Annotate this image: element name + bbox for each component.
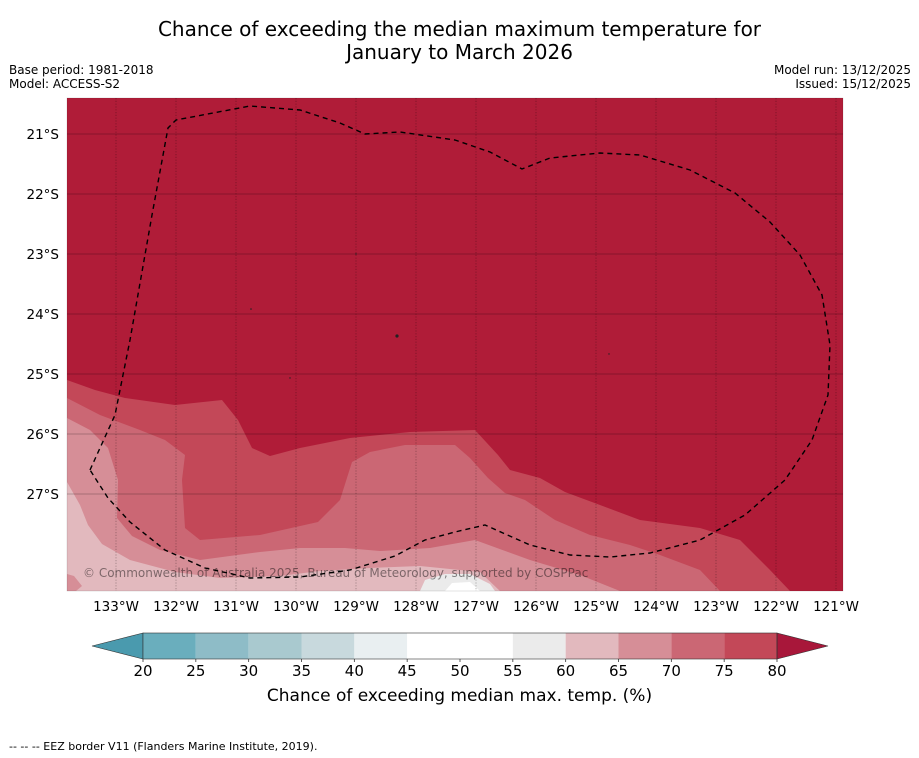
lon-label: 124°W	[633, 599, 679, 615]
issued-date: Issued: 15/12/2025	[795, 77, 911, 91]
meta-left: Base period: 1981-2018 Model: ACCESS-S2	[9, 63, 154, 91]
colorbar-tick-label: 80	[767, 662, 786, 680]
colorbar-segment	[512, 633, 566, 659]
meta-right: Model run: 13/12/2025 Issued: 15/12/2025	[774, 63, 911, 91]
region-55-60	[420, 574, 495, 591]
colorbar-label: Chance of exceeding median max. temp. (%…	[266, 686, 653, 706]
lon-label: 128°W	[393, 599, 439, 615]
colorbar-tick-label: 35	[292, 662, 311, 680]
footer-note: -- -- -- EEZ border V11 (Flanders Marine…	[9, 740, 318, 753]
colorbar-segment	[565, 633, 619, 659]
colorbar-tick-label: 55	[503, 662, 522, 680]
region-70-75	[67, 398, 720, 591]
lon-label: 126°W	[513, 599, 559, 615]
map-area: © Commonwealth of Australia 2025, Bureau…	[67, 98, 843, 591]
colorbar-segment	[460, 633, 513, 659]
colorbar-tick-label: 60	[556, 662, 575, 680]
lon-label: 121°W	[813, 599, 859, 615]
map-frame	[66, 97, 844, 592]
lat-label: 24°S	[27, 307, 60, 323]
latitude-labels: 21°S 22°S 23°S 24°S 25°S 26°S 27°S	[27, 127, 60, 503]
colorbar-tick-label: 70	[662, 662, 681, 680]
lon-label: 125°W	[573, 599, 619, 615]
colorbar-tick-label: 65	[609, 662, 628, 680]
region-small-patch	[67, 574, 82, 591]
island-marker	[395, 334, 399, 338]
colorbar-tick-label: 30	[239, 662, 258, 680]
colorbar: 20 25 30 35 40 45 50 55 60 65 70 75 80	[91, 632, 829, 680]
chart-title: Chance of exceeding the median maximum t…	[0, 18, 919, 64]
colorbar-tick-label: 45	[398, 662, 417, 680]
region-65-70	[67, 418, 620, 591]
colorbar-tick-label: 20	[133, 662, 152, 680]
lon-label: 131°W	[213, 599, 259, 615]
colorbar-segment	[195, 633, 249, 659]
colorbar-under-arrow	[91, 632, 144, 660]
island-marker	[608, 353, 610, 355]
title-line-1: Chance of exceeding the median maximum t…	[157, 17, 762, 41]
colorbar-tick-label: 50	[450, 662, 469, 680]
lon-label: 132°W	[153, 599, 199, 615]
lat-label: 27°S	[27, 487, 60, 503]
meridians	[115, 98, 837, 591]
colorbar-segment	[354, 633, 408, 659]
gridlines	[67, 133, 843, 495]
colorbar-segment	[248, 633, 302, 659]
model-run: Model run: 13/12/2025	[773, 63, 911, 77]
colorbar-tick-label: 25	[186, 662, 205, 680]
islands	[250, 253, 610, 379]
island-marker	[250, 308, 252, 310]
lon-label: 127°W	[453, 599, 499, 615]
island-marker	[289, 377, 291, 379]
island-marker	[355, 253, 357, 255]
lat-label: 25°S	[27, 367, 60, 383]
colorbar-over-arrow	[776, 632, 829, 660]
lat-label: 21°S	[27, 127, 60, 143]
region-50-55	[445, 582, 480, 591]
lon-label: 129°W	[333, 599, 379, 615]
colorbar-tick-label: 75	[715, 662, 734, 680]
lon-label: 133°W	[93, 599, 139, 615]
colorbar-segment	[143, 633, 196, 659]
model-name: Model: ACCESS-S2	[9, 77, 121, 91]
lon-label: 122°W	[753, 599, 799, 615]
base-period: Base period: 1981-2018	[9, 63, 154, 77]
colorbar-segment	[724, 633, 777, 659]
colorbar-segment	[301, 633, 355, 659]
title-line-2: January to March 2026	[346, 40, 573, 64]
lat-label: 23°S	[27, 247, 60, 263]
eez-border	[89, 105, 831, 579]
lat-label: 26°S	[27, 427, 60, 443]
colorbar-tick-label: 40	[345, 662, 364, 680]
colorbar-segment	[407, 633, 460, 659]
colorbar-segment	[618, 633, 672, 659]
longitude-labels: 133°W 132°W 131°W 130°W 129°W 128°W 127°…	[93, 599, 859, 615]
lon-label: 123°W	[693, 599, 739, 615]
copyright-text: © Commonwealth of Australia 2025, Bureau…	[83, 566, 588, 580]
colorbar-segment	[671, 633, 725, 659]
lon-label: 130°W	[273, 599, 319, 615]
lat-label: 22°S	[27, 187, 60, 203]
